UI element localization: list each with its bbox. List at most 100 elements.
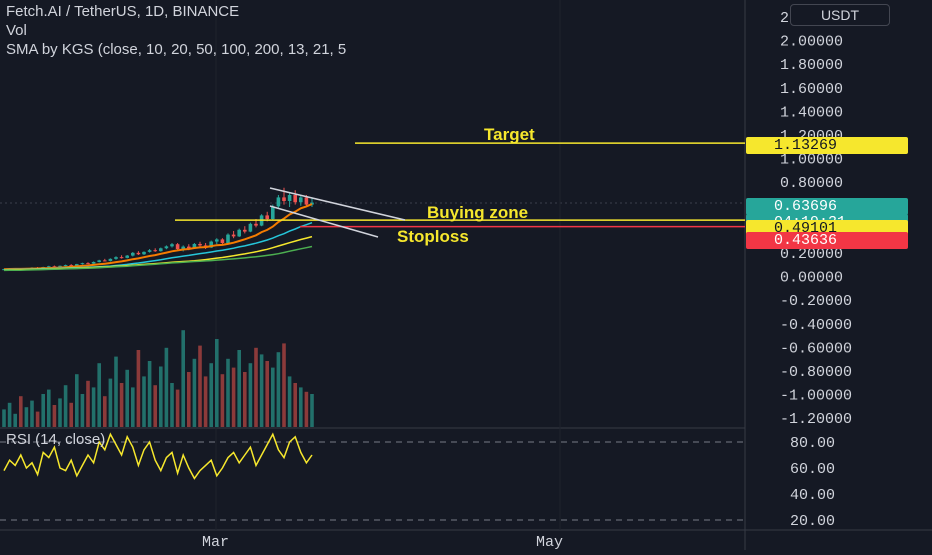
channel-upper-line — [269, 187, 406, 221]
volume-bar — [159, 366, 163, 427]
target-annotation[interactable]: Target — [484, 125, 535, 144]
price-axis-label: -1.20000 — [780, 411, 852, 428]
volume-bar — [80, 394, 85, 427]
volume-bar — [310, 394, 314, 427]
moving-average-line — [3, 235, 313, 271]
volume-bar — [299, 387, 303, 427]
candle — [75, 264, 79, 266]
candle — [299, 197, 303, 203]
candle — [86, 263, 90, 265]
channel-lower-line — [269, 205, 379, 238]
price-axis-label: -0.60000 — [780, 340, 852, 357]
currency-button[interactable]: USDT — [790, 4, 890, 26]
volume-bar — [119, 383, 124, 427]
candle — [170, 244, 174, 247]
rsi-legend[interactable]: RSI (14, close) — [6, 431, 106, 448]
volume-bar — [97, 363, 101, 427]
candle — [47, 266, 51, 268]
volume-bar — [209, 363, 213, 427]
volume-bar — [215, 339, 219, 427]
volume-bar — [282, 343, 286, 427]
price-axis-label: 1.80000 — [780, 57, 843, 74]
volume-bar — [187, 372, 191, 427]
volume-bar — [203, 376, 208, 427]
buying-zone-annotation[interactable]: Buying zone — [427, 203, 529, 222]
price-axis-label: -0.40000 — [780, 317, 852, 334]
chart-legend: Fetch.AI / TetherUS, 1D, BINANCE Vol SMA… — [6, 2, 751, 59]
candle — [215, 239, 219, 242]
candle — [91, 261, 96, 264]
stop-price-tag: 0.43636 — [746, 232, 908, 249]
price-axis-label: 0.80000 — [780, 175, 843, 192]
candle — [243, 229, 247, 232]
candle — [310, 202, 314, 205]
candle — [142, 251, 146, 255]
volume-bar — [30, 400, 34, 427]
candle — [198, 243, 202, 246]
volume-bar — [114, 356, 118, 427]
volume-bar — [153, 385, 157, 427]
candle — [293, 195, 297, 203]
volume-bar — [181, 330, 185, 427]
volume-bar — [231, 367, 236, 427]
price-axis-label: 1.00000 — [780, 152, 843, 169]
stoploss-annotation[interactable]: Stoploss — [397, 227, 469, 246]
candle — [164, 246, 169, 249]
rsi-axis-label: 80.00 — [790, 435, 835, 452]
candle — [125, 255, 129, 258]
volume-bar — [147, 361, 152, 427]
price-axis-label: -1.00000 — [780, 388, 852, 405]
volume-bar — [276, 352, 281, 427]
volume-bar — [170, 383, 174, 427]
price-axis-label: 1.60000 — [780, 81, 843, 98]
candle — [175, 244, 180, 249]
price-axis-label: 2.00000 — [780, 34, 843, 51]
price-axis-label: -0.20000 — [780, 293, 852, 310]
volume-bar — [69, 402, 73, 427]
volume-bar — [142, 376, 146, 427]
volume-bar — [259, 354, 264, 427]
price-axis-label: -0.80000 — [780, 364, 852, 381]
candle — [226, 234, 230, 243]
candle — [63, 265, 68, 267]
candle — [287, 195, 292, 201]
volume-bar — [7, 402, 12, 427]
volume-bar — [13, 413, 17, 427]
volume-bar — [24, 407, 29, 427]
volume-bar — [287, 376, 292, 427]
volume-bar — [248, 363, 253, 427]
symbol-title[interactable]: Fetch.AI / TetherUS, 1D, BINANCE — [6, 3, 240, 20]
price-axis-label: 0.00000 — [780, 270, 843, 287]
volume-bar — [198, 345, 202, 427]
candle — [147, 250, 152, 252]
candle — [304, 197, 309, 205]
moving-average-line — [3, 203, 313, 271]
volume-bar — [220, 374, 225, 427]
price-axis-label: 1.40000 — [780, 104, 843, 121]
volume-bar — [136, 350, 141, 427]
candle — [69, 265, 73, 267]
candle — [265, 215, 269, 219]
volume-bar — [271, 367, 275, 427]
volume-bar — [58, 398, 62, 427]
volume-legend[interactable]: Vol — [6, 22, 27, 39]
candle — [209, 241, 213, 248]
candle — [103, 260, 107, 262]
volume-bar — [35, 411, 40, 427]
candle — [97, 260, 101, 262]
volume-bar — [52, 405, 57, 427]
volume-bar — [254, 347, 258, 427]
volume-bar — [47, 389, 51, 427]
candle — [153, 250, 157, 252]
candle — [271, 206, 275, 219]
candle — [108, 258, 113, 261]
candle — [187, 246, 191, 249]
sma-legend[interactable]: SMA by KGS (close, 10, 20, 50, 100, 200,… — [6, 41, 347, 58]
candle — [254, 223, 258, 226]
candle — [220, 239, 225, 243]
candle — [114, 257, 118, 259]
candle — [119, 257, 124, 259]
volume-bar — [237, 350, 241, 427]
